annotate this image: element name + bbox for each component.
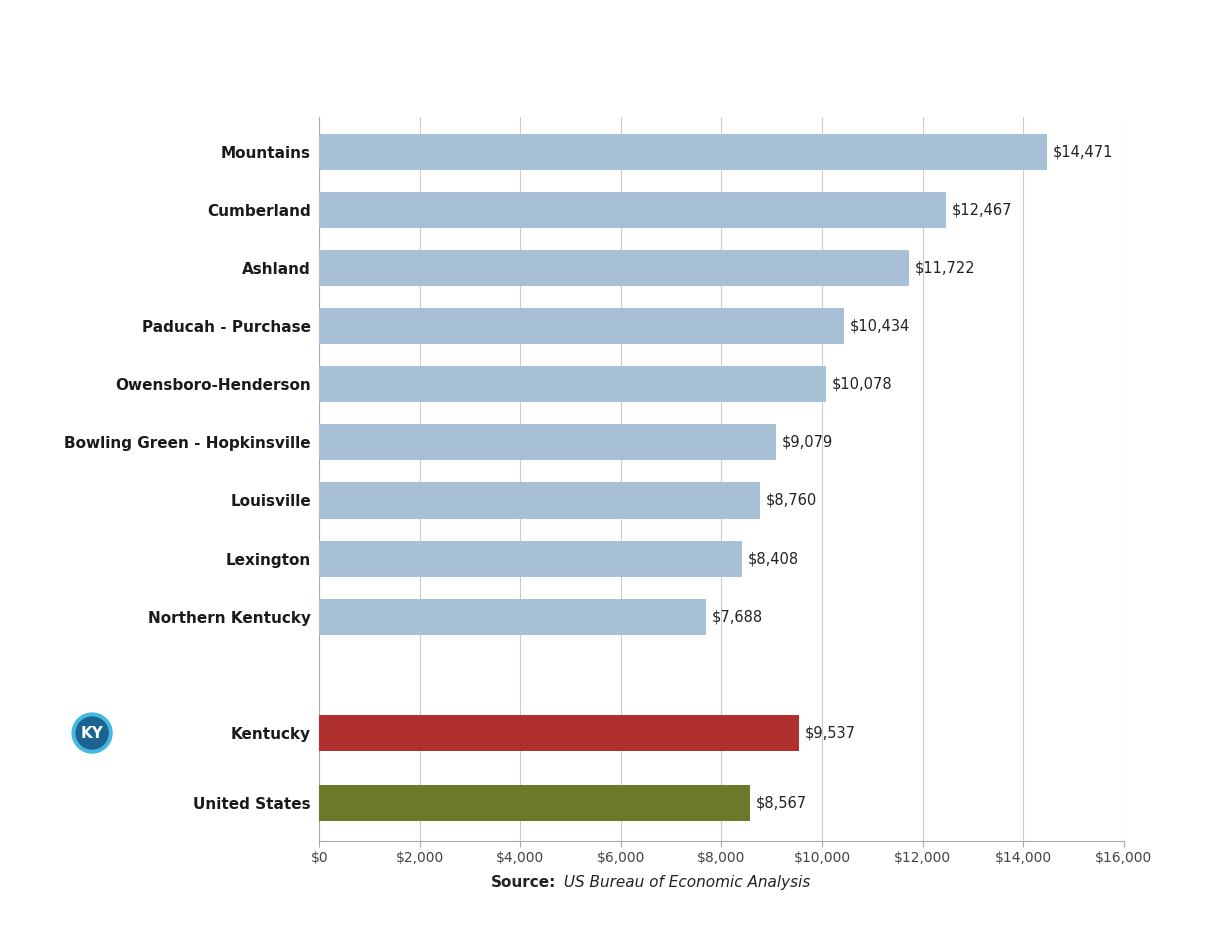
Text: , 2016, by Region: , 2016, by Region bbox=[771, 34, 1054, 64]
Circle shape bbox=[76, 717, 108, 749]
Bar bbox=[319, 134, 1046, 170]
Bar bbox=[319, 715, 798, 751]
Text: $7,688: $7,688 bbox=[712, 609, 763, 624]
Bar bbox=[319, 191, 946, 228]
Text: $9,537: $9,537 bbox=[804, 726, 856, 741]
Bar bbox=[319, 424, 776, 460]
Text: $8,408: $8,408 bbox=[748, 551, 799, 566]
Bar bbox=[319, 308, 844, 344]
Text: $11,722: $11,722 bbox=[915, 261, 975, 276]
Text: $8,567: $8,567 bbox=[756, 796, 807, 811]
Text: $12,467: $12,467 bbox=[952, 203, 1013, 218]
Text: $8,760: $8,760 bbox=[766, 493, 817, 508]
Bar bbox=[319, 541, 742, 576]
Text: KY: KY bbox=[81, 726, 103, 741]
Text: Transfer Payments Per Capita: Transfer Payments Per Capita bbox=[346, 34, 882, 64]
Bar bbox=[319, 366, 826, 403]
Text: US Bureau of Economic Analysis: US Bureau of Economic Analysis bbox=[559, 875, 810, 890]
Text: $14,471: $14,471 bbox=[1052, 144, 1113, 159]
Bar bbox=[319, 785, 750, 821]
Text: $10,434: $10,434 bbox=[850, 318, 910, 333]
Bar bbox=[319, 250, 909, 286]
Text: Source:: Source: bbox=[491, 875, 556, 890]
Circle shape bbox=[72, 713, 112, 753]
Text: $9,079: $9,079 bbox=[782, 435, 833, 450]
Bar bbox=[319, 599, 706, 635]
Bar bbox=[319, 483, 760, 518]
Text: $10,078: $10,078 bbox=[831, 376, 893, 391]
